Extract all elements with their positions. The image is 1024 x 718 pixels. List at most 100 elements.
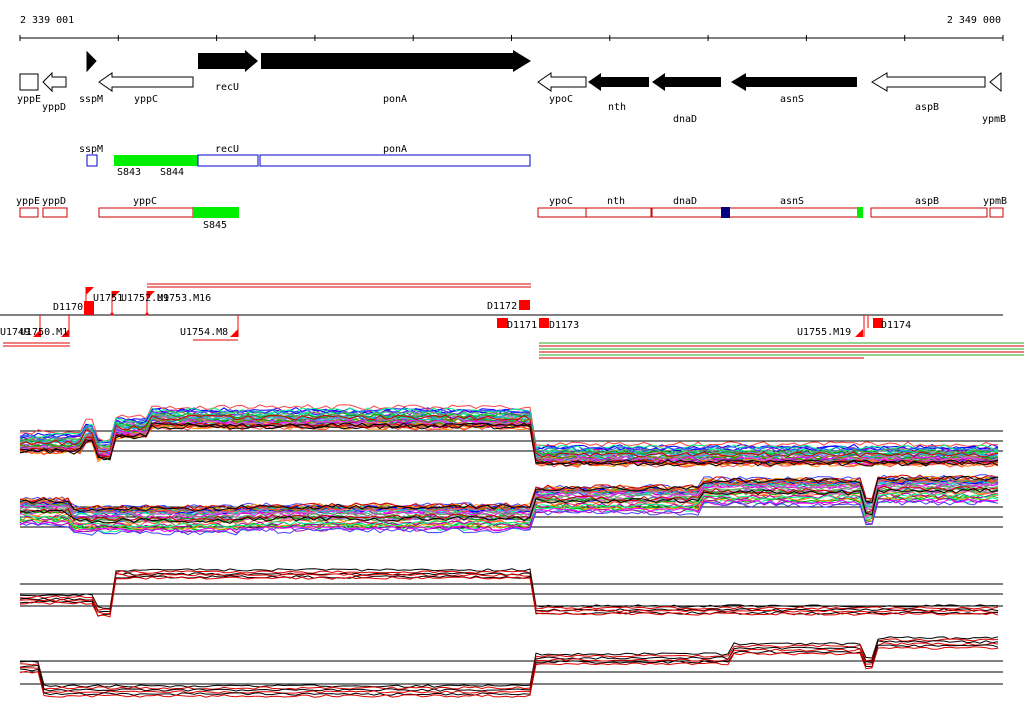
marker-label-U1753: U1753.M16 — [157, 293, 211, 304]
profile-trace — [19, 636, 999, 688]
minus-track-box-dnaD-asnS[interactable] — [651, 207, 859, 218]
gene-arrow-nth[interactable] — [588, 73, 649, 91]
gene-arrow-yppE[interactable] — [19, 73, 39, 91]
profile-trace — [19, 409, 999, 453]
profile-trace — [19, 576, 999, 618]
gene-label-recU: recU — [215, 82, 239, 93]
minus-track-box-aspB[interactable] — [870, 207, 988, 218]
profile-trace — [20, 404, 998, 448]
marker-label-U1754: U1754.M8 — [180, 327, 228, 338]
gene-label-nth: nth — [608, 102, 626, 113]
gene-label-ypoC: ypoC — [549, 94, 573, 105]
profile-trace — [19, 498, 999, 534]
minus-track-box-nth[interactable] — [585, 207, 652, 218]
plus-feature-label-S843: S843 — [117, 167, 141, 178]
gene-arrow-yppD[interactable] — [42, 71, 67, 93]
plus-track-box-sspM[interactable] — [86, 154, 98, 167]
profile-trace — [19, 573, 999, 615]
profile-trace — [19, 642, 999, 694]
marker-block-D1171[interactable] — [497, 318, 508, 328]
plus-track-box-ponA[interactable] — [259, 154, 531, 167]
minus-track-box-ypmB[interactable] — [989, 207, 1004, 218]
minus-track-label-nth: nth — [607, 196, 625, 207]
profile-trace — [19, 480, 999, 517]
marker-label-D1174: D1174 — [881, 320, 911, 331]
gene-arrow-sspM[interactable] — [86, 50, 97, 73]
marker-flag-U1753[interactable] — [147, 291, 155, 299]
plus-track-label-sspM: sspM — [79, 144, 103, 155]
marker-label-D1170: D1170 — [53, 302, 83, 313]
marker-flag-U1750[interactable] — [61, 329, 69, 337]
marker-block-D1172[interactable] — [519, 300, 530, 310]
ruler-ticks — [19, 35, 1004, 41]
coordinate-ruler: 2 339 001 2 349 000 — [19, 15, 1004, 41]
marker-label-D1173: D1173 — [549, 320, 579, 331]
minus-track-small-highlight — [857, 207, 863, 218]
minus-track-box-yppE[interactable] — [19, 207, 39, 218]
marker-flag-U1752[interactable] — [112, 291, 120, 299]
profile-trace — [19, 412, 999, 456]
profile-trace — [19, 646, 999, 698]
gene-arrow-dnaD[interactable] — [652, 73, 721, 91]
minus-track-box-yppD[interactable] — [42, 207, 68, 218]
plus-track-label-recU: recU — [215, 144, 239, 155]
marker-block-D1173[interactable] — [539, 318, 549, 328]
marker-label-U1751: U1751 — [93, 293, 123, 304]
marker-flag-U1754[interactable] — [230, 329, 238, 337]
profile-trace — [19, 407, 999, 450]
marker-label-U1755: U1755.M19 — [797, 327, 851, 338]
minus-track-box-ypoC[interactable] — [537, 207, 587, 218]
minus-track-box-yppC[interactable] — [98, 207, 194, 218]
profile-trace — [19, 644, 999, 696]
marker-dot-U1753 — [145, 312, 149, 316]
profile-trace — [19, 492, 999, 529]
marker-block-D1170[interactable] — [84, 301, 94, 315]
profile-trace — [19, 568, 999, 609]
gene-label-asnS: asnS — [780, 94, 804, 105]
profile-trace — [19, 423, 999, 467]
marker-label-U1750: U1750.M1 — [20, 327, 68, 338]
minus-track-dark-block — [721, 207, 730, 218]
plus-feature-label-S844: S844 — [160, 167, 184, 178]
gene-label-ponA: ponA — [383, 94, 407, 105]
gene-arrow-aspB[interactable] — [871, 72, 986, 92]
profile-trace — [19, 477, 999, 514]
minus-track-label-ypmB: ypmB — [983, 196, 1007, 207]
plus-track-label-ponA: ponA — [383, 144, 407, 155]
profile-trace — [19, 640, 999, 692]
plus-track-feature-highlight[interactable] — [114, 155, 198, 166]
gene-arrow-ponA[interactable] — [261, 50, 531, 72]
lower-right-segments — [539, 342, 1024, 359]
gene-label-dnaD: dnaD — [673, 114, 697, 125]
plus-track-box-recU[interactable] — [197, 154, 259, 167]
profile-panel-minus-tiling — [19, 474, 1003, 536]
marker-flag-U1749[interactable] — [33, 329, 41, 337]
profile-trace — [19, 475, 999, 512]
profile-panel-plus-summary — [19, 568, 1003, 618]
profile-panel-minus-summary — [19, 636, 1003, 698]
profile-trace — [19, 414, 999, 458]
profile-trace — [19, 575, 999, 617]
gene-label-yppE: yppE — [17, 94, 41, 105]
minus-strand-track: yppE yppD yppC ypoC nth dnaD asnS aspB y… — [16, 196, 1007, 231]
gene-arrow-yppC[interactable] — [98, 72, 194, 92]
marker-block-D1174[interactable] — [873, 318, 883, 328]
gene-label-aspB: aspB — [915, 102, 939, 113]
profile-trace — [19, 638, 999, 690]
gene-arrow-ypoC[interactable] — [537, 72, 587, 92]
marker-flag-U1755[interactable] — [855, 329, 863, 337]
minus-feature-label-S845: S845 — [203, 220, 227, 231]
marker-flag-U1751[interactable] — [86, 287, 94, 295]
minus-track-feature-highlight[interactable] — [193, 207, 239, 218]
gene-arrow-ypmB[interactable] — [989, 71, 1002, 93]
gene-arrow-asnS[interactable] — [731, 73, 857, 91]
profile-trace — [19, 410, 999, 455]
plus-strand-track: sspM recU ponA S843 S844 — [79, 144, 531, 178]
minus-track-label-yppD: yppD — [42, 196, 66, 207]
marker-label-D1172: D1172 — [487, 301, 517, 312]
minus-track-label-ypoC: ypoC — [549, 196, 573, 207]
minus-track-label-yppE: yppE — [16, 196, 40, 207]
marker-label-U1752: U1752.M9 — [121, 293, 169, 304]
gene-arrow-recU[interactable] — [198, 50, 258, 72]
